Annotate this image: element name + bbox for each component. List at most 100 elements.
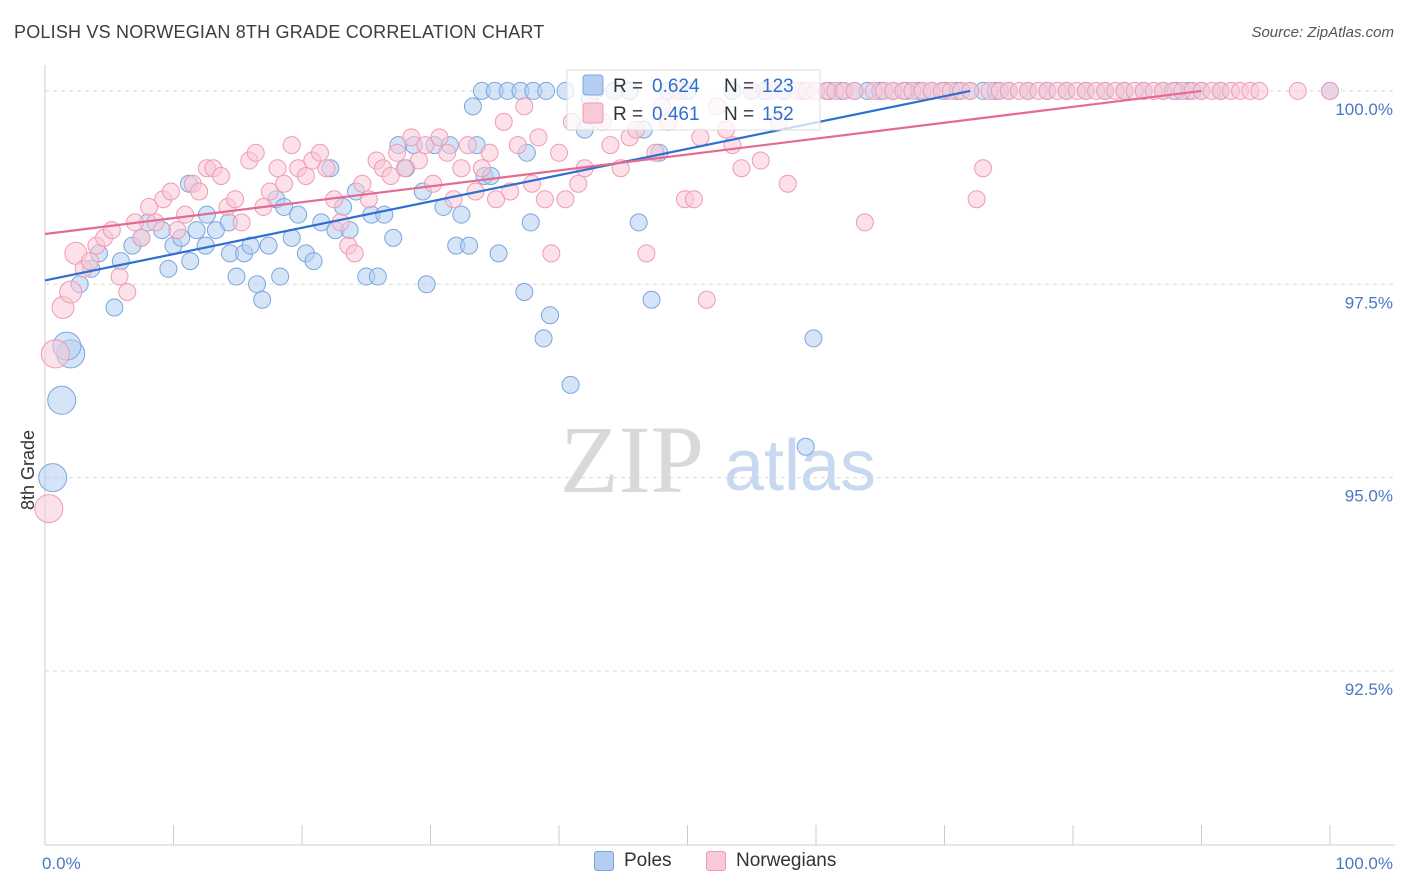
norwegians-point-120	[967, 190, 986, 209]
norwegians-point-91	[697, 290, 716, 309]
poles-point-72	[521, 213, 540, 232]
poles-point-73	[515, 283, 534, 302]
source-label: Source: ZipAtlas.com	[1251, 24, 1394, 41]
legend-label-norwegians: Norwegians	[736, 850, 837, 871]
norwegians-point-57	[444, 190, 463, 209]
norwegians-point-64	[494, 112, 513, 131]
norwegians-point-33	[275, 174, 294, 193]
poles-point-29	[259, 236, 278, 255]
grid	[45, 90, 1395, 672]
stats-poles-n-label: N =	[724, 76, 754, 97]
norwegians-point-55	[430, 128, 449, 147]
stats-norwegians-n-value: 152	[762, 104, 794, 125]
norwegians-point-6	[80, 252, 99, 271]
poles-point-76	[561, 375, 580, 394]
poles-point-59	[463, 97, 482, 116]
norwegians-point-89	[684, 190, 703, 209]
norwegians-point-71	[542, 244, 561, 263]
poles-point-32	[275, 197, 294, 216]
norwegians-point-26	[226, 190, 245, 209]
norwegians-point-69	[529, 128, 548, 147]
legend-label-poles: Poles	[624, 850, 672, 871]
poles-point-82	[629, 213, 648, 232]
norwegians-point-10	[110, 267, 129, 286]
norwegians-point-90	[691, 128, 710, 147]
norwegians-point-41	[331, 213, 350, 232]
watermark-zip: ZIP	[560, 406, 704, 513]
norwegians-point-121	[974, 159, 993, 178]
norwegians-point-48	[381, 167, 400, 186]
poles-point-24	[227, 267, 246, 286]
poles-point-83	[642, 290, 661, 309]
norwegians-point-19	[176, 205, 195, 224]
stats-norwegians-r-label: R =	[613, 104, 643, 125]
norwegians-point-18	[168, 221, 187, 240]
poles-point-36	[304, 252, 323, 271]
norwegians-point-61	[472, 159, 491, 178]
legend-item-norwegians: Norwegians	[706, 850, 836, 872]
stats-poles-r-label: R =	[613, 76, 643, 97]
norwegians-point-29	[246, 143, 265, 162]
tick-labels: 92.5% 95.0% 97.5% 100.0% 0.0% 100.0%	[42, 100, 1393, 873]
norwegians-point-79	[601, 136, 620, 155]
poles-point-28	[253, 290, 272, 309]
stats-poles-n-value: 123	[762, 76, 794, 97]
norwegians-point-107	[845, 81, 864, 100]
norwegians-point-68	[523, 174, 542, 193]
norwegians-point-75	[569, 174, 588, 193]
stats-legend-box	[566, 69, 821, 131]
norwegians-point-83	[637, 244, 656, 263]
norwegians-point-151	[1288, 81, 1307, 100]
x-tick-label-0: 0.0%	[42, 854, 81, 873]
norwegians-point-150	[1250, 81, 1269, 100]
norwegians-point-34	[282, 136, 301, 155]
poles-point-69	[537, 81, 556, 100]
poles-point-31	[271, 267, 290, 286]
norwegians-point-50	[395, 159, 414, 178]
norwegians-point-63	[487, 190, 506, 209]
poles-point-13	[159, 259, 178, 278]
y-axis-label: 8th Grade	[18, 430, 38, 510]
norwegians-point-65	[501, 182, 520, 201]
norwegians-point-108	[855, 213, 874, 232]
norwegians-point-52	[409, 151, 428, 170]
norwegians-point-1	[40, 339, 70, 369]
poles-point-26	[241, 236, 260, 255]
bottom-legend: Poles Norwegians	[0, 850, 1406, 880]
y-tick-label-0: 92.5%	[1345, 680, 1393, 699]
stats-legend-swatch-poles	[582, 74, 604, 96]
norwegians-point-152	[1321, 81, 1339, 100]
norwegians-point-73	[556, 190, 575, 209]
chart-title: POLISH VS NORWEGIAN 8TH GRADE CORRELATIO…	[14, 22, 545, 42]
norwegians-point-72	[550, 143, 568, 162]
poles-point-7	[105, 298, 124, 317]
poles-point-74	[534, 329, 553, 348]
stats-legend: R = 0.624 N = 123 R = 0.461 N = 152	[566, 69, 821, 131]
norwegians-point-31	[260, 182, 279, 201]
norwegians-point-62	[480, 143, 499, 162]
y-tick-label-3: 100.0%	[1335, 100, 1393, 119]
poles-point-93	[804, 329, 823, 348]
norwegians-point-36	[296, 167, 315, 186]
norwegians-point-97	[751, 151, 770, 170]
axes	[44, 65, 1395, 846]
norwegians-point-3	[59, 280, 83, 304]
norwegians-point-11	[118, 283, 137, 302]
y-tick-label-1: 95.0%	[1345, 487, 1393, 506]
norwegians-point-49	[388, 143, 407, 162]
norwegians-point-0	[34, 494, 64, 524]
norwegians-point-100	[778, 174, 797, 193]
norwegians-point-54	[424, 174, 443, 193]
norwegians-point-56	[438, 143, 457, 162]
poles-point-75	[541, 306, 560, 325]
poles-point-17	[181, 252, 200, 271]
stats-norwegians-r-value: 0.461	[652, 104, 700, 125]
norwegians-point-67	[515, 97, 534, 116]
norwegians-point-39	[317, 159, 336, 178]
poles-point-52	[417, 275, 436, 294]
stats-legend-swatch-norwegians	[582, 102, 604, 124]
norwegians-point-14	[140, 197, 159, 216]
norwegians-point-53	[416, 136, 435, 155]
poles-point-0	[38, 463, 68, 493]
poles-point-18	[187, 221, 206, 240]
